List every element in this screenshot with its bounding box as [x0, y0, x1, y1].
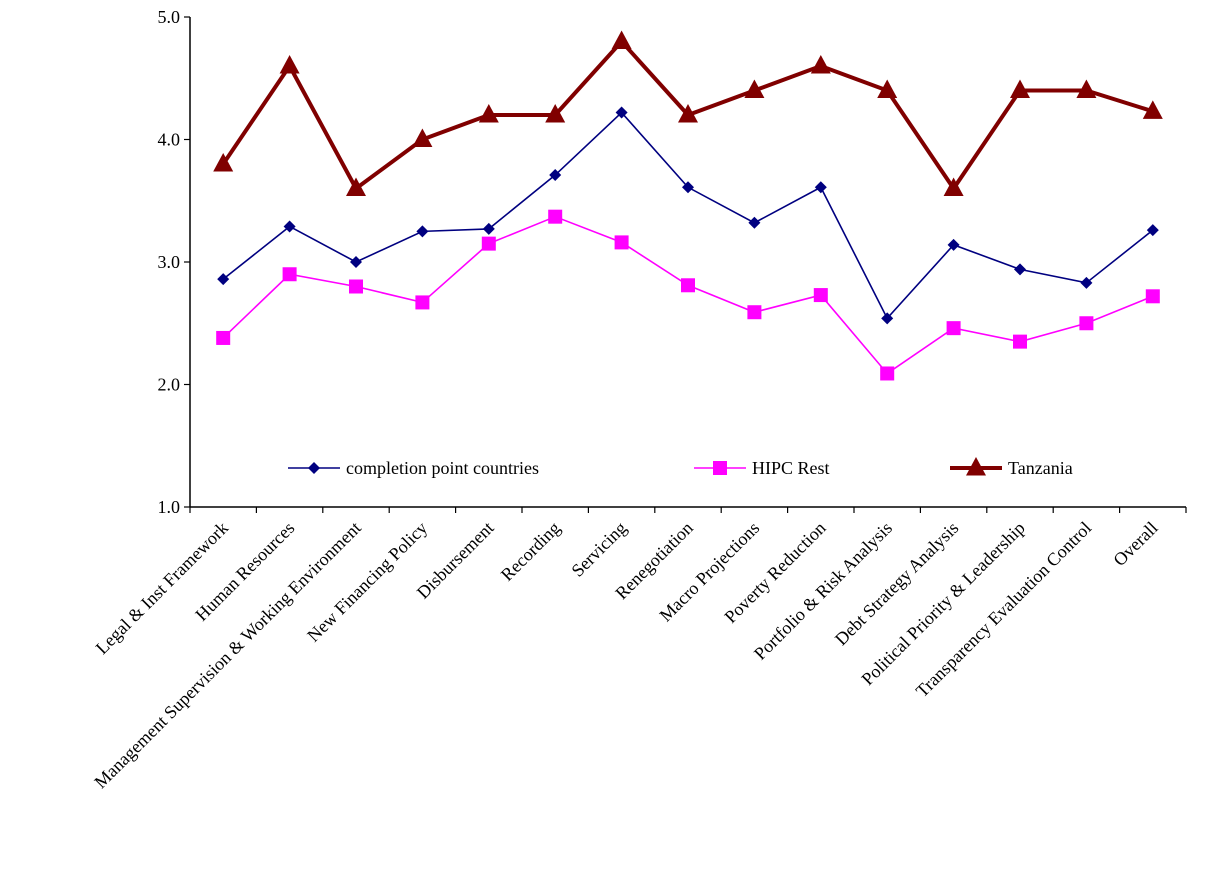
legend-label: completion point countries [346, 458, 539, 478]
data-point-completion-point-countries [748, 216, 761, 229]
data-point-completion-point-countries [1080, 276, 1093, 289]
data-point-completion-point-countries [947, 238, 960, 251]
data-point-hipc-rest [880, 366, 895, 381]
legend-swatch-marker [308, 462, 320, 474]
y-tick-label: 3.0 [158, 252, 181, 272]
series-line-hipc-rest [222, 215, 1154, 375]
y-tick-label: 5.0 [158, 7, 181, 27]
data-point-tanzania [611, 30, 632, 49]
legend-item-hipc-rest: HIPC Rest [694, 458, 830, 478]
x-tick-label-overall: Overall [1109, 518, 1161, 570]
data-point-hipc-rest [614, 235, 629, 250]
data-point-hipc-rest [349, 279, 363, 294]
data-point-hipc-rest [813, 288, 828, 303]
data-point-tanzania [744, 79, 765, 98]
data-point-tanzania [1010, 79, 1030, 98]
data-point-tanzania [346, 177, 366, 196]
data-point-tanzania [943, 177, 964, 196]
data-point-tanzania [213, 153, 234, 172]
data-point-tanzania [810, 55, 831, 74]
series-tanzania [213, 30, 1163, 196]
data-point-hipc-rest [1079, 316, 1094, 331]
y-tick-label: 2.0 [158, 375, 181, 395]
data-point-hipc-rest [1013, 334, 1027, 349]
legend-swatch-marker [966, 457, 986, 476]
data-point-completion-point-countries [283, 220, 296, 233]
data-point-completion-point-countries [482, 222, 495, 235]
data-point-hipc-rest [946, 321, 961, 336]
data-point-hipc-rest [216, 330, 231, 345]
x-tick-label-debt-strategy-analysis: Debt Strategy Analysis [831, 518, 963, 650]
x-tick-label-servicing: Servicing [567, 518, 630, 581]
series-completion-point-countries [217, 106, 1159, 325]
legend-item-tanzania: Tanzania [950, 457, 1073, 478]
x-tick-label-new-financing-policy: New Financing Policy [303, 518, 431, 646]
x-tick-label-management-supervision-working-environment: Management Supervision & Working Environ… [90, 518, 364, 792]
data-point-completion-point-countries [1014, 263, 1026, 276]
data-point-completion-point-countries [217, 273, 230, 286]
data-point-hipc-rest [681, 278, 695, 293]
series-hipc-rest [216, 209, 1160, 381]
data-point-tanzania [678, 104, 698, 123]
data-point-tanzania [1142, 100, 1163, 119]
data-point-completion-point-countries [615, 106, 628, 119]
x-tick-label-recording: Recording [497, 518, 564, 585]
data-point-hipc-rest [481, 236, 496, 251]
data-point-tanzania [877, 79, 898, 98]
data-point-hipc-rest [415, 295, 430, 310]
data-point-completion-point-countries [1146, 224, 1159, 237]
data-point-completion-point-countries [814, 181, 827, 194]
legend-swatch-marker [713, 461, 727, 475]
data-point-completion-point-countries [682, 181, 694, 194]
data-point-hipc-rest [548, 209, 563, 224]
y-axis-ticks: 1.0 2.0 3.0 4.0 5.0 [158, 7, 190, 517]
data-point-tanzania [412, 128, 433, 147]
data-point-hipc-rest [1145, 289, 1160, 304]
x-tick-label-legal-inst-framework: Legal & Inst Framework [92, 518, 232, 658]
data-point-tanzania [1076, 79, 1097, 98]
data-point-completion-point-countries [881, 312, 894, 325]
series-layer [213, 30, 1163, 381]
y-tick-label: 4.0 [158, 130, 181, 150]
data-point-tanzania [545, 104, 566, 123]
data-point-tanzania [478, 104, 499, 123]
legend: completion point countries HIPC Rest Tanza… [288, 457, 1073, 478]
data-point-completion-point-countries [350, 256, 362, 268]
legend-label: HIPC Rest [752, 458, 830, 478]
legend-item-completion-point-countries: completion point countries [288, 458, 539, 478]
legend-label: Tanzania [1008, 458, 1073, 478]
data-point-completion-point-countries [549, 169, 562, 182]
y-tick-label: 1.0 [158, 497, 181, 517]
data-point-hipc-rest [747, 305, 762, 320]
data-point-completion-point-countries [416, 225, 429, 238]
data-point-tanzania [279, 55, 300, 74]
data-point-hipc-rest [282, 267, 297, 282]
